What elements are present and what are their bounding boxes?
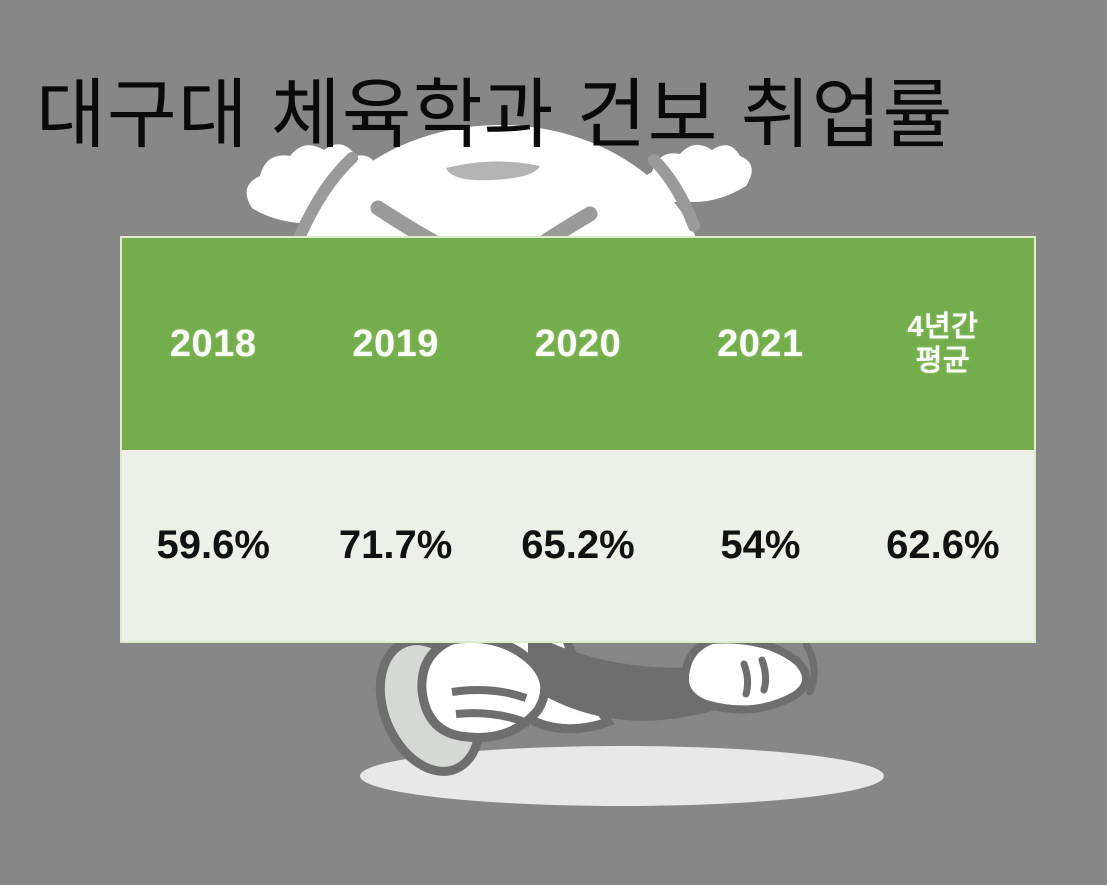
column-header-2019: 2019 xyxy=(304,238,486,450)
mascot-body-shadow xyxy=(528,632,786,721)
column-header-2021-label: 2021 xyxy=(717,322,804,365)
column-header-2021: 2021 xyxy=(669,238,851,450)
mascot-antenna-stroke xyxy=(294,152,358,242)
stats-table: 2018 2019 2020 2021 4년간 평균 59.6% 71.7% 6… xyxy=(120,236,1036,643)
mascot-mouth xyxy=(446,161,540,181)
column-header-2020-label: 2020 xyxy=(534,322,622,365)
table-header-row: 2018 2019 2020 2021 4년간 평균 xyxy=(122,238,1034,450)
page-title: 대구대 체육학과 건보 취업률 xyxy=(36,73,954,158)
column-header-four-year-average-line1: 4년간 xyxy=(907,311,979,343)
value-cell-four-year-average: 62.6% xyxy=(886,523,1000,567)
value-cell-2020: 65.2% xyxy=(521,523,635,567)
ground-shadow-ellipse xyxy=(360,746,884,806)
mascot-back-sneaker xyxy=(681,635,818,714)
column-header-four-year-average-line2: 평균 xyxy=(915,345,971,377)
column-header-2018: 2018 xyxy=(122,238,304,450)
column-header-2018-label: 2018 xyxy=(169,322,257,365)
value-cell-2019: 71.7% xyxy=(338,523,453,567)
mascot-front-sneaker xyxy=(375,633,550,776)
value-cell-2018: 59.6% xyxy=(156,523,270,567)
table-body-row: 59.6% 71.7% 65.2% 54% 62.6% xyxy=(122,450,1034,641)
column-header-2019-label: 2019 xyxy=(352,322,439,365)
mascot-legs-group xyxy=(375,615,818,776)
column-header-2020: 2020 xyxy=(487,238,669,450)
mascot-antenna-stroke-right xyxy=(648,154,700,232)
column-header-four-year-average: 4년간 평균 xyxy=(852,238,1034,450)
value-cell-2021: 54% xyxy=(720,523,801,567)
